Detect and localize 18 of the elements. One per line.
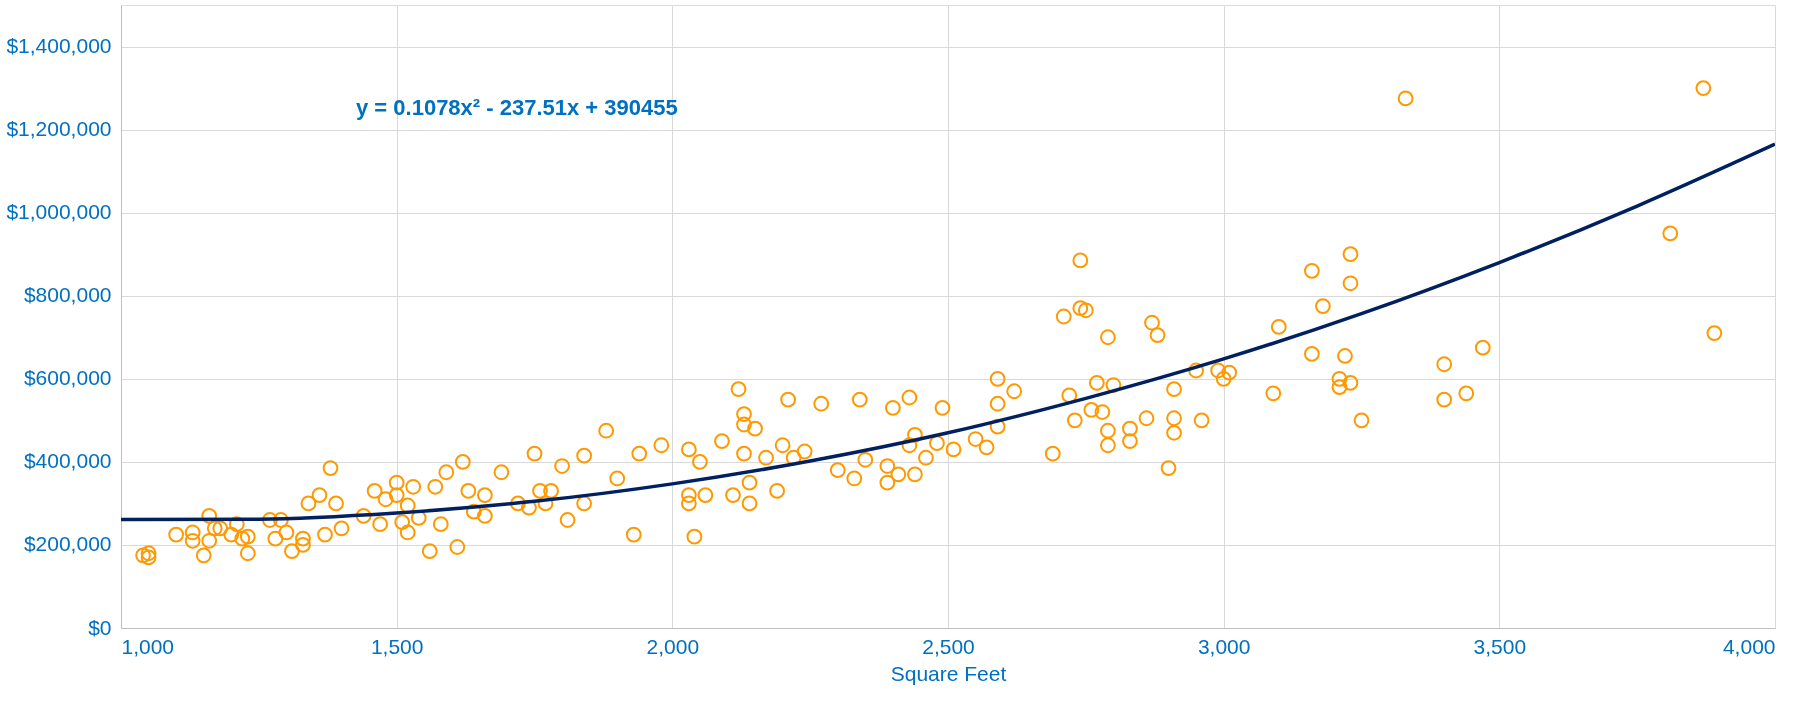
x-tick-label: 3,000	[1197, 634, 1251, 658]
y-tick-label: $1,000,000	[6, 200, 112, 224]
annotation: y = 0.1078x² - 237.51x + 390455	[356, 95, 678, 120]
y-tick-label: $1,200,000	[6, 117, 112, 141]
x-tick-label: 1,000	[121, 634, 175, 658]
y-tick-label: $400,000	[23, 449, 112, 473]
x-tick-label: 1,500	[370, 634, 424, 658]
line-series	[121, 142, 1775, 522]
y-tick-label: $1,400,000	[6, 34, 112, 58]
y-tick-label: $0	[88, 615, 112, 639]
x-axis-title: Square Feet	[890, 661, 1007, 685]
x-tick-label: 4,000	[1722, 634, 1776, 658]
y-tick-label: $600,000	[23, 366, 112, 390]
y-tick-label: $200,000	[23, 532, 112, 556]
x-tick-label: 2,500	[922, 634, 975, 658]
x-tick-label: 2,000	[646, 634, 700, 658]
y-tick-label: $800,000	[23, 283, 112, 307]
x-tick-label: 3,500	[1473, 634, 1527, 658]
